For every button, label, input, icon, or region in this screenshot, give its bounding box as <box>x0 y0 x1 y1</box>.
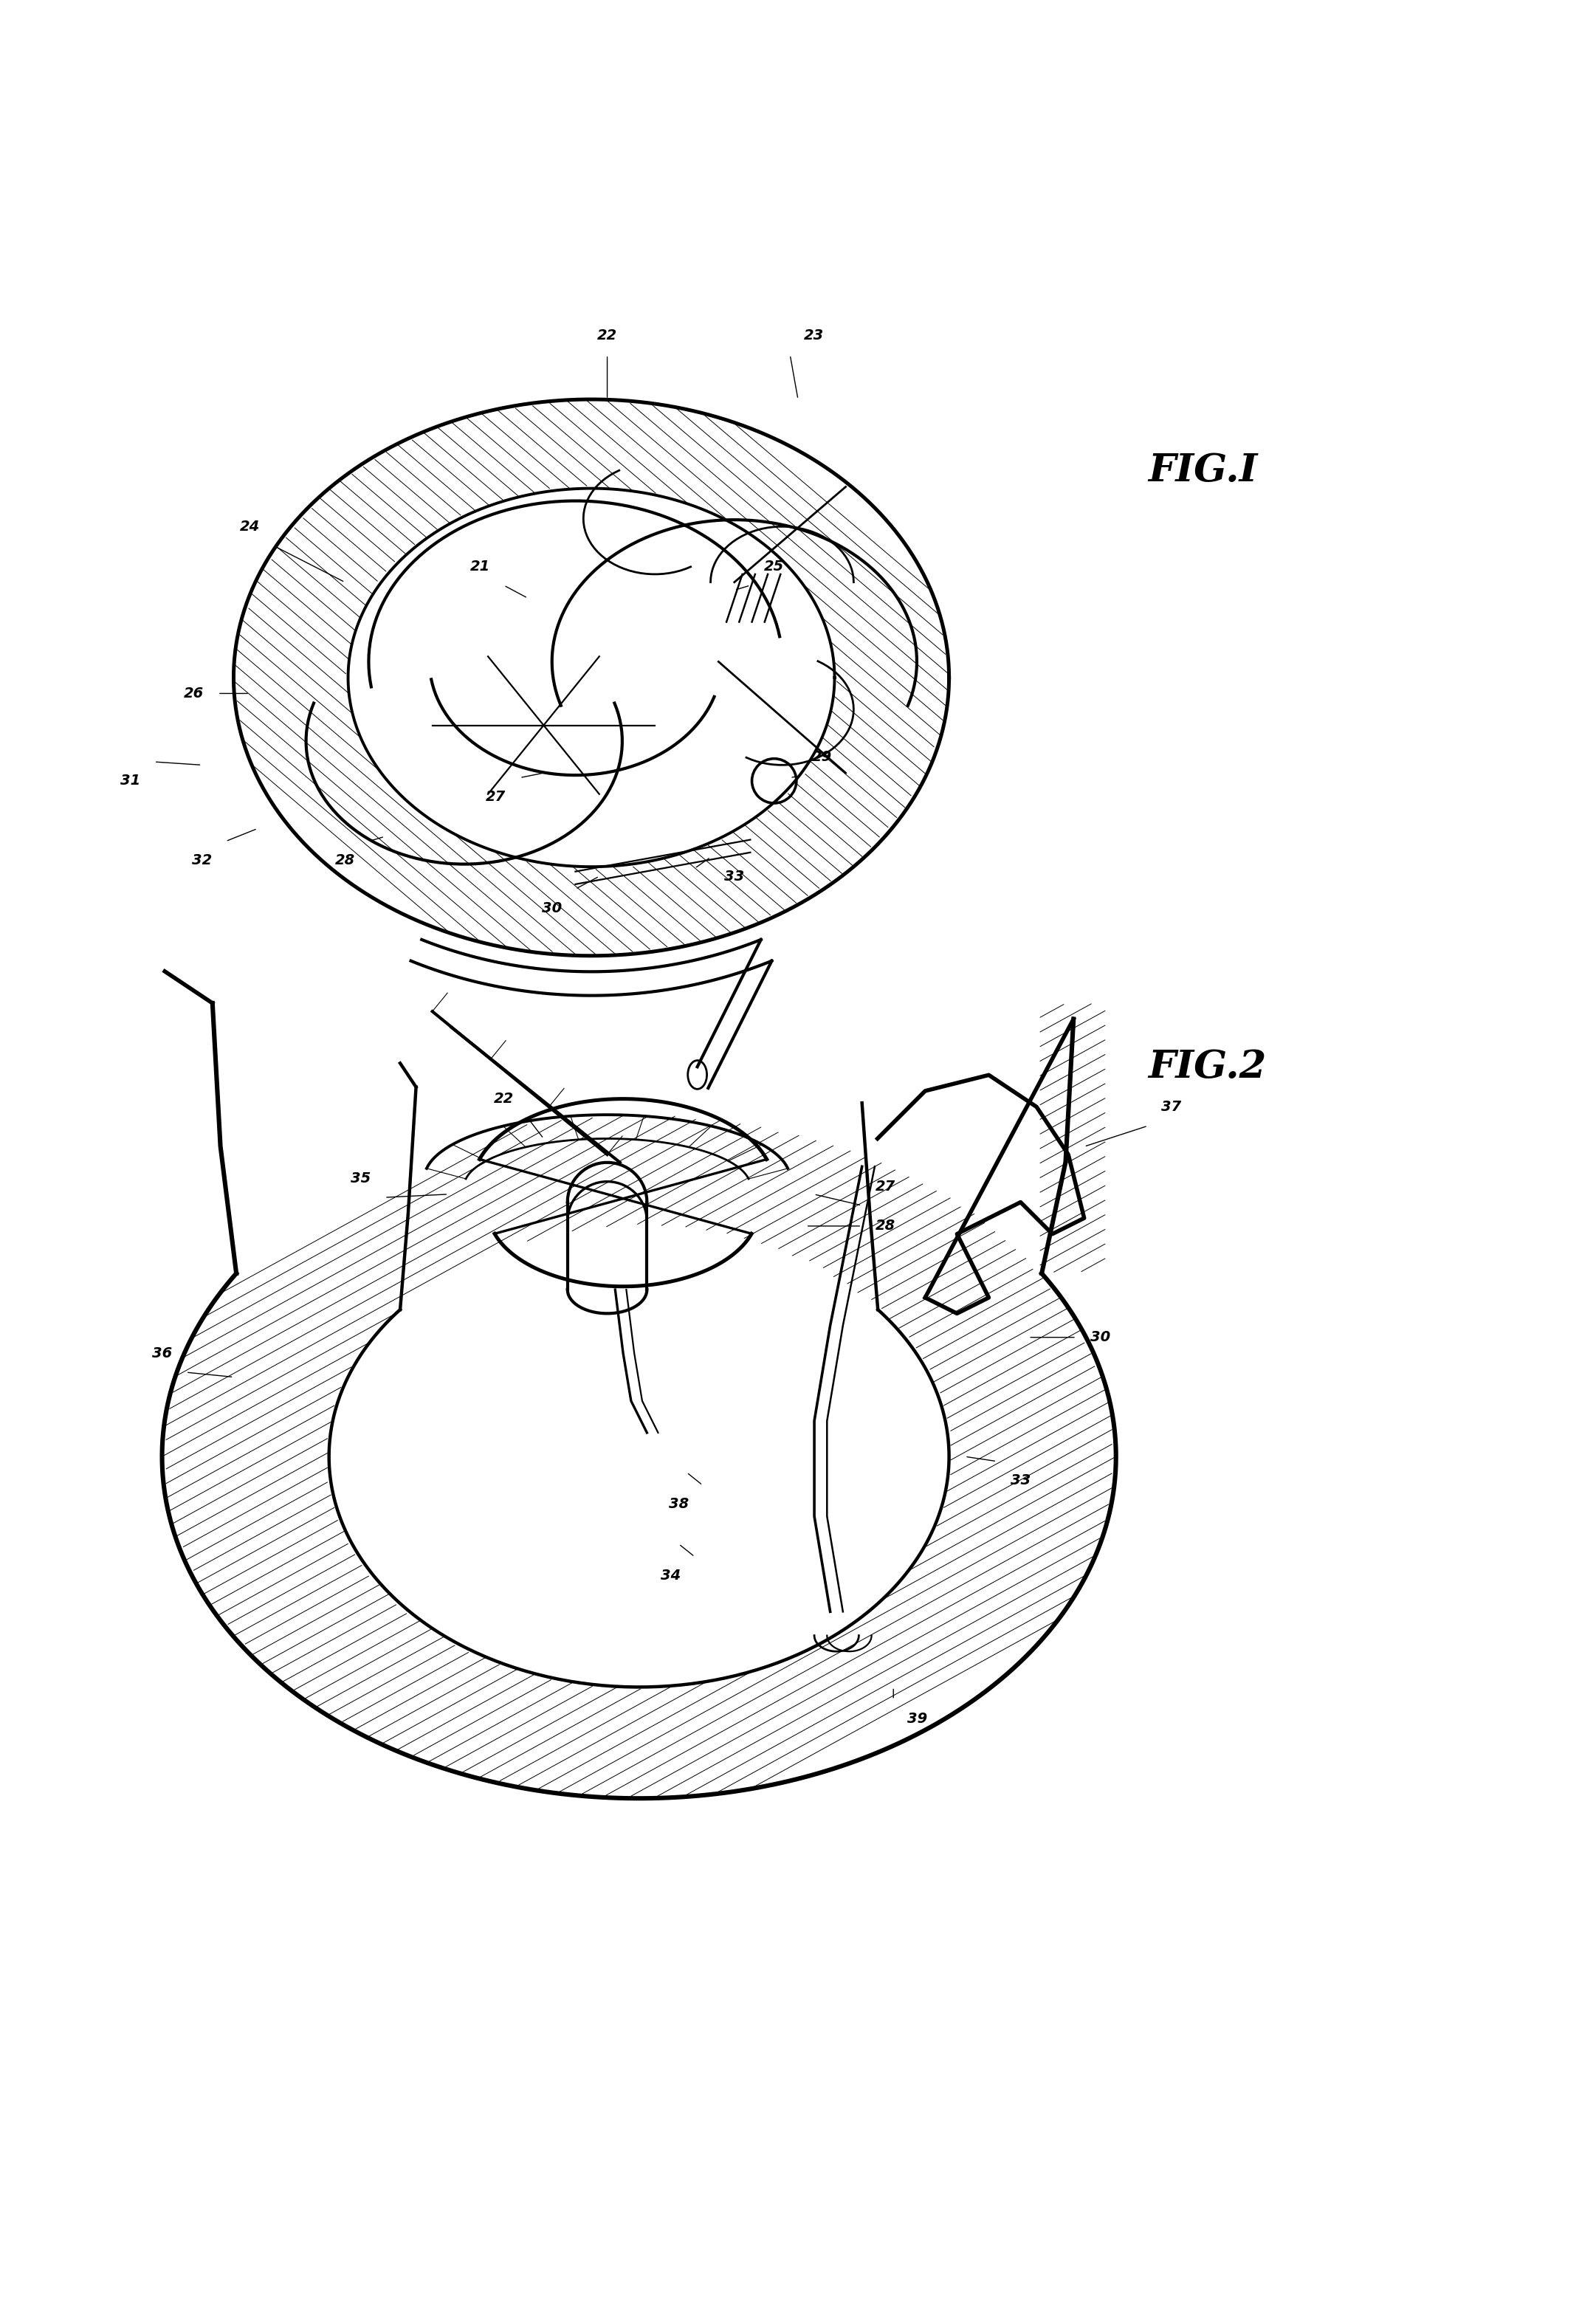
Text: 37: 37 <box>1162 1099 1181 1113</box>
Text: 29: 29 <box>812 750 832 764</box>
Text: FIG.2: FIG.2 <box>1148 1048 1266 1085</box>
Text: 27: 27 <box>485 790 506 804</box>
Text: 39: 39 <box>907 1711 927 1725</box>
Text: 22: 22 <box>597 328 618 342</box>
Text: 24: 24 <box>239 520 260 533</box>
Text: 30: 30 <box>541 901 562 914</box>
Text: 34: 34 <box>661 1568 681 1582</box>
Text: 33: 33 <box>1010 1473 1031 1487</box>
Text: 26: 26 <box>184 686 204 700</box>
Text: 38: 38 <box>669 1496 689 1512</box>
Text: 22: 22 <box>493 1092 514 1106</box>
Text: 31: 31 <box>120 774 140 787</box>
Text: 28: 28 <box>875 1219 895 1233</box>
Text: 33: 33 <box>725 868 744 884</box>
Text: 21: 21 <box>469 559 490 573</box>
Text: 28: 28 <box>335 854 354 868</box>
Text: 30: 30 <box>1090 1330 1111 1344</box>
Text: 35: 35 <box>351 1171 370 1185</box>
Text: 27: 27 <box>875 1180 895 1194</box>
Text: FIG.I: FIG.I <box>1148 453 1258 490</box>
Text: 23: 23 <box>804 328 824 342</box>
Text: 32: 32 <box>192 854 212 868</box>
Text: 36: 36 <box>152 1346 172 1360</box>
Text: 25: 25 <box>764 559 784 573</box>
